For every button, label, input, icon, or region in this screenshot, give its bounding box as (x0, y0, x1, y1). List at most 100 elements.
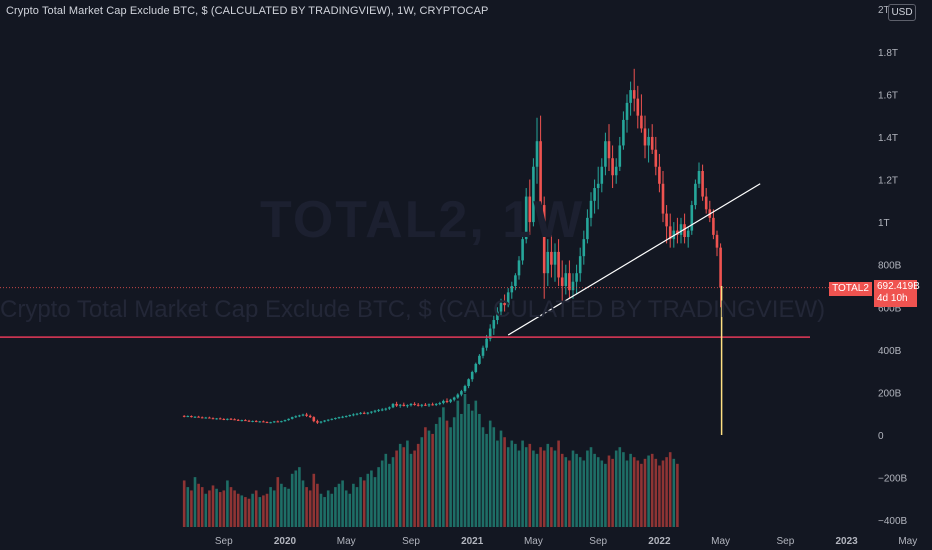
candle-body (712, 217, 715, 235)
volume-bar (636, 460, 640, 527)
price-axis-label: 400B (878, 346, 902, 357)
volume-bar (265, 493, 269, 527)
candle-body (600, 166, 604, 184)
volume-bar (406, 440, 409, 527)
candle-body (323, 420, 326, 422)
volume-bar (186, 487, 190, 527)
volume-bar (571, 450, 575, 527)
volume-bar (658, 465, 661, 527)
volume-bar (402, 447, 406, 527)
candle-body (589, 200, 593, 218)
volume-bar (398, 443, 402, 527)
candle-body (668, 226, 672, 240)
candle-body (384, 408, 388, 410)
price-axis-label: 2T (878, 5, 890, 16)
candle-body (686, 230, 690, 238)
volume-bar (208, 490, 211, 527)
volume-bar (503, 437, 506, 527)
candle-body (352, 414, 355, 416)
volume-bar (326, 490, 330, 527)
volume-bar (578, 457, 582, 527)
candle-body (265, 422, 269, 424)
candle-body (326, 419, 330, 421)
volume-bar (323, 497, 326, 527)
volume-bar (600, 460, 604, 527)
candle-body (629, 90, 632, 103)
candle-body (186, 416, 190, 418)
candle-body (665, 213, 668, 227)
volume-bar (438, 417, 442, 527)
volume-bar (622, 452, 625, 527)
candle-body (535, 141, 539, 167)
volume-bar (564, 457, 568, 527)
candle-body (557, 251, 560, 278)
candle-body (510, 285, 514, 293)
candle-body (391, 403, 395, 408)
candle-body (240, 420, 244, 422)
volume-bar (247, 498, 251, 527)
candle-body (370, 411, 373, 413)
currency-button[interactable]: USD (888, 4, 916, 21)
volume-bar (478, 413, 481, 527)
volume-bar (200, 487, 204, 527)
candle-body (301, 414, 305, 416)
volume-bar (366, 473, 370, 527)
candle-body (679, 224, 683, 235)
candle-body (366, 412, 370, 414)
candle-body (395, 403, 398, 406)
volume-bar (582, 460, 586, 527)
axes: 2T 1.8T 1.6T 1.4T 1.2T 1T 800B 600B 400B 200B 0 −20… (215, 5, 917, 547)
volume-bar (492, 427, 496, 527)
price-value: 692.419B (877, 281, 920, 292)
candle-body (521, 239, 524, 261)
candle-body (611, 158, 614, 176)
time-axis-label: May (898, 536, 917, 547)
candle-body (308, 415, 312, 418)
candle-body (380, 409, 384, 411)
volume-bar (305, 487, 308, 527)
volume-bar (629, 453, 632, 527)
volume-bar (294, 470, 298, 527)
volume-bar (611, 458, 614, 527)
volume-bar (391, 457, 395, 527)
candle-body (694, 183, 697, 206)
candle-body (467, 379, 470, 387)
volume-bar (460, 413, 463, 527)
volume-bar (287, 488, 290, 527)
candle-body (474, 363, 478, 372)
volume-bar (481, 427, 485, 527)
volume-bar (283, 487, 287, 527)
candle-body (305, 414, 308, 416)
volume-bar (488, 420, 492, 527)
volume-bar (395, 450, 398, 527)
volume-bar (553, 450, 557, 527)
candle-body (409, 403, 413, 406)
candle-body (456, 394, 460, 398)
candle-body (276, 421, 280, 423)
volume-bar (244, 497, 247, 527)
candle-body (658, 166, 661, 184)
volume-bar (384, 453, 388, 527)
candle-body (218, 418, 222, 420)
volume-bar (524, 447, 528, 527)
volume-bar (575, 453, 578, 527)
candle-body (607, 141, 611, 159)
candle-body (647, 136, 650, 146)
volume-bar (589, 447, 593, 527)
candle-body (470, 371, 474, 380)
volume-bar (521, 440, 524, 527)
volume-bar (229, 487, 233, 527)
trendline (507, 183, 761, 336)
candle-body (330, 418, 334, 420)
candle-body (550, 251, 553, 265)
time-axis-label: 2020 (274, 536, 297, 547)
volume-bar (539, 447, 542, 527)
volume-bar (272, 490, 276, 527)
volume-bar (226, 480, 229, 527)
candle-body (622, 119, 625, 146)
volume-bar (222, 490, 226, 527)
candle-body (463, 386, 467, 392)
candle-body (704, 196, 708, 210)
volume-bar (456, 400, 460, 527)
